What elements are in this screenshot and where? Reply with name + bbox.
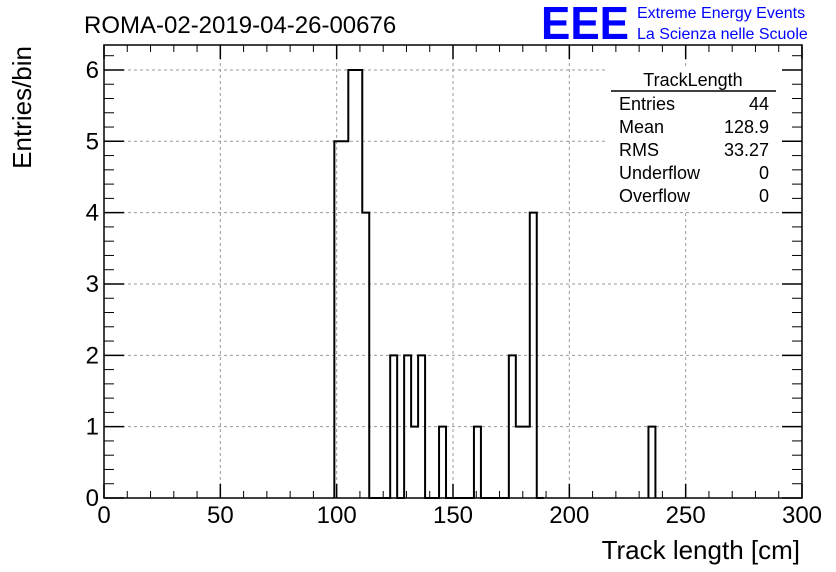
y-tick-label: 4 [86,200,99,227]
x-tick-label: 200 [549,502,589,529]
x-tick-label: 250 [666,502,706,529]
y-tick-label: 3 [86,271,99,298]
y-tick-label: 2 [86,342,99,369]
x-tick-labels: 0 50 100 150 200 250 300 [97,502,822,529]
histogram-bin [516,427,523,498]
x-tick-label: 300 [782,502,822,529]
histogram-bin [362,213,369,498]
histogram-bin [530,213,537,498]
stats-value-overflow: 0 [759,186,769,206]
eee-logo: EEE Extreme Energy Events La Scienza nel… [541,0,808,49]
histogram-bin [418,355,425,498]
eee-logo-mark: EEE [541,0,629,49]
y-axis-label: Entries/bin [7,46,37,169]
stats-value-mean: 128.9 [724,117,769,137]
axis-ticks [103,45,803,499]
stats-value-underflow: 0 [759,163,769,183]
histogram-bin [411,427,418,498]
histogram-bin [348,70,355,498]
histogram-bin [390,355,397,498]
histogram-outline [333,68,657,499]
x-tick-label: 150 [433,502,473,529]
y-tick-label: 1 [86,414,99,441]
histogram-bin [355,70,362,498]
y-tick-labels: 0 1 2 3 4 5 6 [86,57,99,512]
histogram-bin [334,141,341,498]
stats-box: TrackLength Entries 44 Mean 128.9 RMS 33… [607,69,779,209]
stats-value-entries: 44 [749,94,769,114]
histogram-bin [404,355,411,498]
histogram-bin [474,427,481,498]
y-tick-label: 0 [86,485,99,512]
stats-label-underflow: Underflow [619,163,701,183]
histogram-bin [648,427,655,498]
x-tick-label: 100 [317,502,357,529]
stats-label-rms: RMS [619,140,659,160]
y-tick-label: 6 [86,57,99,84]
stats-title: TrackLength [643,70,742,90]
x-axis-label: Track length [cm] [602,535,800,565]
histogram-bin [509,355,516,498]
stats-label-mean: Mean [619,117,664,137]
stats-label-entries: Entries [619,94,675,114]
y-tick-label: 5 [86,128,99,155]
x-tick-label: 50 [207,502,234,529]
logo-line-2: La Scienza nelle Scuole [637,26,808,43]
histogram-bin [439,427,446,498]
x-tick-label: 0 [97,502,110,529]
run-title: ROMA-02-2019-04-26-00676 [84,12,396,39]
grid-lines [104,45,802,498]
stats-box-background [607,69,779,209]
stats-label-overflow: Overflow [619,186,691,206]
histogram-bin [523,427,530,498]
histogram-bin [341,141,348,498]
logo-line-1: Extreme Energy Events [637,5,805,22]
stats-value-rms: 33.27 [724,140,769,160]
